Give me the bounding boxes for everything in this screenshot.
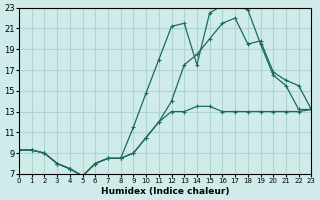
- X-axis label: Humidex (Indice chaleur): Humidex (Indice chaleur): [101, 187, 229, 196]
